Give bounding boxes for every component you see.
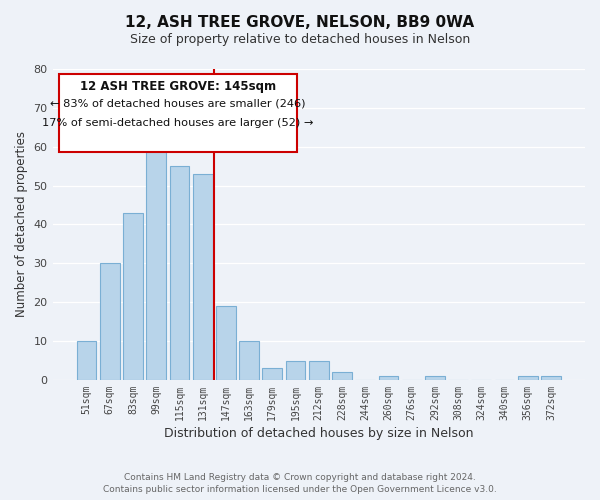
Text: Contains HM Land Registry data © Crown copyright and database right 2024.: Contains HM Land Registry data © Crown c… <box>124 472 476 482</box>
Bar <box>541 376 561 380</box>
Bar <box>100 264 119 380</box>
Bar <box>262 368 282 380</box>
X-axis label: Distribution of detached houses by size in Nelson: Distribution of detached houses by size … <box>164 427 473 440</box>
Bar <box>239 341 259 380</box>
Bar <box>77 341 97 380</box>
Bar <box>193 174 212 380</box>
Text: Size of property relative to detached houses in Nelson: Size of property relative to detached ho… <box>130 32 470 46</box>
Text: 12 ASH TREE GROVE: 145sqm: 12 ASH TREE GROVE: 145sqm <box>80 80 276 93</box>
Text: ← 83% of detached houses are smaller (246): ← 83% of detached houses are smaller (24… <box>50 98 306 108</box>
Text: 17% of semi-detached houses are larger (52) →: 17% of semi-detached houses are larger (… <box>43 118 314 128</box>
Bar <box>170 166 190 380</box>
Bar <box>123 213 143 380</box>
Bar <box>216 306 236 380</box>
Bar <box>332 372 352 380</box>
Bar <box>425 376 445 380</box>
Y-axis label: Number of detached properties: Number of detached properties <box>15 132 28 318</box>
Bar <box>309 360 329 380</box>
Text: Contains public sector information licensed under the Open Government Licence v3: Contains public sector information licen… <box>103 485 497 494</box>
Text: 12, ASH TREE GROVE, NELSON, BB9 0WA: 12, ASH TREE GROVE, NELSON, BB9 0WA <box>125 15 475 30</box>
Bar <box>146 146 166 380</box>
Bar <box>379 376 398 380</box>
Bar <box>286 360 305 380</box>
Bar <box>518 376 538 380</box>
